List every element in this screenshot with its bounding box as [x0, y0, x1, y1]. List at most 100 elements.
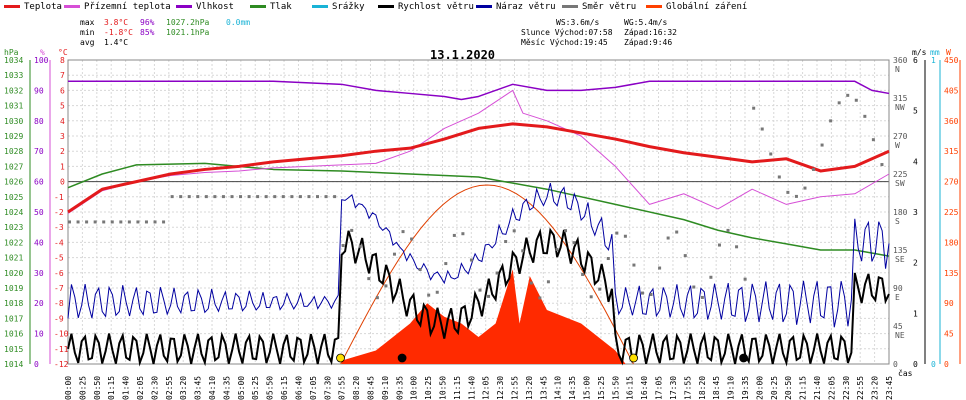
- dir-tick-name: NE: [895, 331, 905, 340]
- temp-tick: -7: [54, 284, 64, 293]
- humidity-tick: 100: [34, 56, 49, 65]
- legend-swatch: [250, 5, 266, 8]
- pressure-tick: 1027: [4, 162, 23, 171]
- legend-label: Náraz větru: [496, 2, 556, 12]
- x-tick-label: 22:55: [856, 376, 865, 400]
- wind-dir-dot: [752, 106, 756, 110]
- wind-dir-dot: [93, 220, 97, 224]
- legend-swatch: [64, 5, 80, 8]
- wind-dir-dot: [110, 220, 114, 224]
- wind-dir-dot: [803, 186, 807, 190]
- dir-tick: 270: [893, 132, 908, 141]
- legend-item-2: Vlhkost: [176, 2, 234, 14]
- wind-dir-dot: [350, 228, 354, 232]
- humidity-tick: 70: [34, 147, 44, 156]
- temp-tick: -3: [54, 223, 64, 232]
- wind-dir-dot: [538, 296, 542, 300]
- wind-dir-dot: [495, 271, 499, 275]
- dir-tick: 315: [893, 94, 908, 103]
- x-tick-label: 23:45: [885, 376, 894, 400]
- rad-tick: 45: [944, 330, 954, 339]
- wind-dir-dot: [735, 245, 739, 249]
- wind-dir-dot: [230, 195, 234, 199]
- x-tick-label: 21:40: [813, 376, 822, 400]
- wind-dir-dot: [307, 195, 311, 199]
- ground-temp-line: [67, 89, 890, 214]
- wind-dir-dot: [273, 195, 277, 199]
- legend-label: Přízemní teplota: [84, 2, 171, 12]
- temp-tick: -10: [54, 330, 69, 339]
- legend-item-5: Rychlost větru: [378, 2, 474, 14]
- wind-dir-dot: [837, 101, 841, 105]
- wind-dir-dot: [521, 249, 525, 253]
- temp-tick: -12: [54, 360, 69, 369]
- wind-dir-dot: [119, 220, 123, 224]
- x-tick-label: 08:45: [366, 376, 375, 400]
- x-tick-label: 17:05: [655, 376, 664, 400]
- dir-tick: 90: [893, 284, 903, 293]
- wind-dir-dot: [846, 93, 850, 97]
- sun-set: Západ:16:32: [624, 28, 677, 37]
- dir-tick-name: E: [895, 293, 900, 302]
- chart-title: 13.1.2020: [430, 48, 496, 62]
- temp-tick: -5: [54, 254, 64, 263]
- wind-tick: 1: [913, 309, 918, 318]
- temp-tick: 3: [60, 132, 65, 141]
- humidity-line: [68, 80, 890, 101]
- dir-tick: 135: [893, 246, 908, 255]
- wind-dir-dot: [709, 275, 713, 279]
- rad-tick: 270: [944, 178, 959, 187]
- pressure-tick: 1032: [4, 86, 23, 95]
- x-tick-label: 00:25: [78, 376, 87, 400]
- x-tick-label: 05:25: [251, 376, 260, 400]
- humidity-tick: 0: [34, 360, 39, 369]
- rain-tick: 0: [931, 360, 936, 369]
- legend-label: Rychlost větru: [398, 2, 474, 12]
- wg-value: WG:5.4m/s: [624, 18, 668, 27]
- x-tick-label: 07:55: [338, 376, 347, 400]
- x-tick-label: 20:50: [784, 376, 793, 400]
- legend-item-6: Náraz větru: [476, 2, 556, 14]
- temp-tick: 2: [60, 147, 65, 156]
- wind-dir-dot: [829, 119, 833, 123]
- max-temp: 3.8°C: [104, 18, 129, 27]
- temp-tick: 4: [60, 117, 65, 126]
- min-hum: 85%: [140, 28, 155, 37]
- wind-dir-dot: [85, 220, 89, 224]
- wind-dir-dot: [880, 163, 884, 167]
- x-tick-label: 15:50: [611, 376, 620, 400]
- pressure-tick: 1016: [4, 330, 23, 339]
- wind-dir-dot: [435, 290, 439, 294]
- legend-item-7: Směr větru: [562, 2, 636, 14]
- axis-title-temp: °C: [58, 48, 68, 57]
- max-press: 1027.2hPa: [166, 18, 210, 27]
- x-tick-label: 09:35: [395, 376, 404, 400]
- rad-tick: 405: [944, 86, 959, 95]
- temp-tick: -11: [54, 345, 69, 354]
- wind-tick: 6: [913, 56, 918, 65]
- temperature-line: [67, 122, 890, 214]
- wind-dir-dot: [153, 220, 157, 224]
- x-tick-label: 02:55: [165, 376, 174, 400]
- x-tick-label: 20:25: [770, 376, 779, 400]
- wind-dir-dot: [127, 220, 131, 224]
- pressure-tick: 1017: [4, 314, 23, 323]
- wind-dir-dot: [529, 281, 533, 285]
- wind-dir-dot: [812, 167, 816, 171]
- x-tick-label: 07:30: [323, 376, 332, 400]
- wind-dir-dot: [68, 220, 71, 224]
- humidity-tick: 10: [34, 330, 44, 339]
- wind-dir-dot: [358, 244, 362, 248]
- max-rain: 0.0mm: [226, 18, 251, 27]
- wind-tick: 4: [913, 157, 918, 166]
- legend-label: Teplota: [24, 2, 62, 12]
- x-tick-label: 18:45: [712, 376, 721, 400]
- wind-dir-dot: [264, 195, 268, 199]
- wind-dir-dot: [623, 234, 627, 238]
- wind-dir-dot: [179, 195, 183, 199]
- wind-dir-dot: [632, 263, 636, 267]
- legend-item-1: Přízemní teplota: [64, 2, 171, 14]
- x-tick-label: 11:40: [467, 376, 476, 400]
- pressure-tick: 1024: [4, 208, 23, 217]
- temp-tick: 8: [60, 56, 65, 65]
